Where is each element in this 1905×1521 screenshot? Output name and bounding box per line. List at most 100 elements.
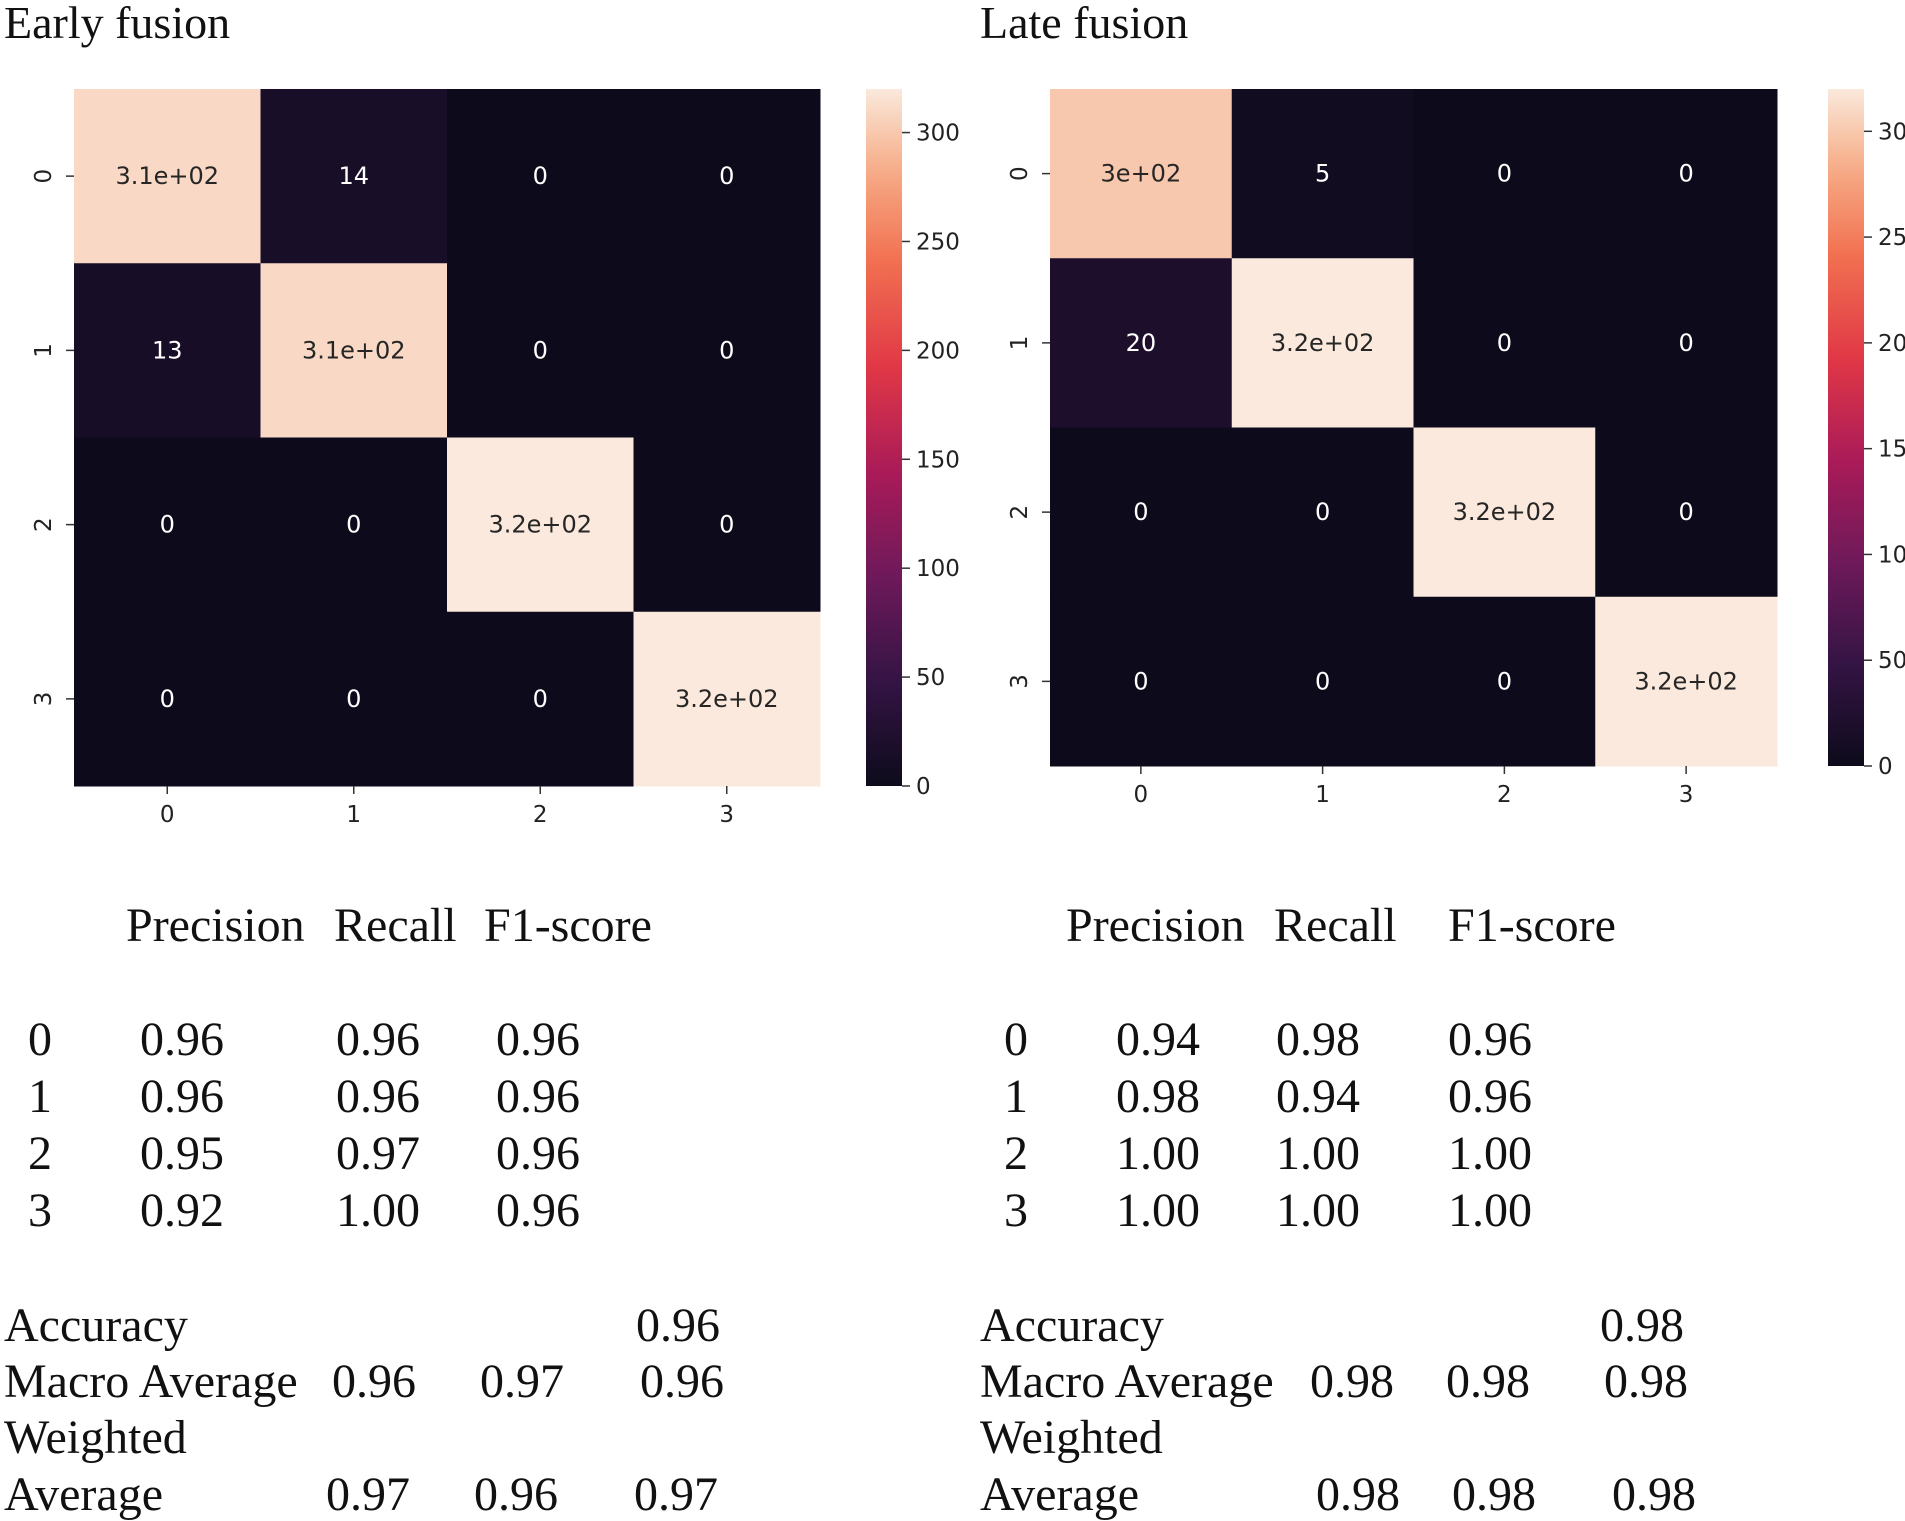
late-fusion-title: Late fusion: [980, 0, 1189, 48]
early-macro-value: 0.97: [480, 1355, 564, 1408]
late-colorbar-tick-label: 250: [1878, 225, 1905, 251]
late-colorbar-tick-label: 100: [1878, 542, 1905, 568]
late-row-value: 0.96: [1448, 1070, 1532, 1123]
early-row-value: 0.92: [140, 1184, 224, 1237]
late-cell-0-0: [1050, 89, 1233, 259]
early-cell-label-3-1: 0: [346, 685, 361, 713]
late-cell-label-2-1: 0: [1315, 498, 1330, 526]
late-row-label: 3: [1004, 1184, 1028, 1237]
early-row-label: 3: [28, 1184, 52, 1237]
early-macro-value: 0.96: [640, 1355, 724, 1408]
late-cell-label-0-2: 0: [1497, 160, 1512, 188]
early-cell-1-3: [633, 263, 821, 438]
late-weighted-value: 0.98: [1316, 1468, 1400, 1521]
late-row-value: 0.96: [1448, 1013, 1532, 1066]
early-cell-2-0: [74, 437, 261, 613]
late-row-value: 1.00: [1116, 1127, 1200, 1180]
late-cell-label-0-3: 0: [1678, 160, 1693, 188]
early-row-value: 0.96: [496, 1127, 580, 1180]
early-cell-label-1-0: 13: [152, 336, 183, 364]
early-cell-label-0-1: 14: [338, 162, 369, 190]
late-cell-label-3-0: 0: [1133, 667, 1148, 695]
late-macro-value: 0.98: [1310, 1355, 1394, 1408]
late-cell-1-3: [1595, 258, 1778, 428]
late-colorbar: [1828, 89, 1864, 766]
late-row-value: 0.94: [1276, 1070, 1360, 1123]
early-cell-1-1: [260, 263, 448, 438]
late-colorbar-tick-label: 50: [1878, 648, 1905, 674]
early-accuracy-value: 0.96: [636, 1299, 720, 1352]
early-y-tick-label: 0: [31, 169, 57, 184]
early-colorbar-tick-label: 100: [916, 556, 960, 582]
early-colorbar-tick-label: 200: [916, 338, 960, 364]
late-x-tick-label: 1: [1315, 782, 1330, 808]
early-cell-label-3-0: 0: [160, 685, 175, 713]
early-accuracy-label: Accuracy: [4, 1299, 188, 1352]
early-row-value: 0.97: [336, 1127, 420, 1180]
late-header-recall: Recall: [1274, 899, 1397, 952]
early-cell-1-0: [74, 263, 261, 438]
late-row-value: 1.00: [1276, 1184, 1360, 1237]
early-weighted-value: 0.97: [634, 1468, 718, 1521]
early-weighted-label: Average: [4, 1468, 163, 1521]
late-cell-1-2: [1413, 258, 1596, 428]
early-row-value: 0.96: [140, 1013, 224, 1066]
late-row-label: 1: [1004, 1070, 1028, 1123]
early-y-tick-label: 2: [31, 517, 57, 532]
early-row-label: 2: [28, 1127, 52, 1180]
early-cell-2-3: [633, 437, 821, 613]
late-cell-label-2-2: 3.2e+02: [1453, 498, 1557, 526]
early-cell-0-0: [74, 89, 261, 264]
late-cell-label-1-2: 0: [1497, 329, 1512, 357]
early-cell-label-2-3: 0: [719, 511, 734, 539]
late-cell-3-2: [1413, 596, 1596, 767]
early-row-value: 0.95: [140, 1127, 224, 1180]
early-cell-label-1-2: 0: [533, 336, 548, 364]
early-macro-value: 0.96: [332, 1355, 416, 1408]
late-cell-3-1: [1231, 596, 1414, 767]
late-row-value: 0.98: [1116, 1070, 1200, 1123]
early-colorbar-tick-label: 250: [916, 229, 960, 255]
early-colorbar: [866, 89, 902, 786]
late-colorbar-tick-label: 300: [1878, 119, 1905, 145]
early-cell-2-1: [260, 437, 448, 613]
late-weighted-value: 0.98: [1452, 1468, 1536, 1521]
late-macro-label: Macro Average: [980, 1355, 1274, 1408]
late-y-tick-label: 2: [1007, 505, 1033, 520]
late-row-value: 1.00: [1276, 1127, 1360, 1180]
late-cell-2-0: [1050, 427, 1233, 598]
early-header-f1: F1-score: [484, 899, 652, 952]
late-x-tick-label: 0: [1134, 782, 1149, 808]
late-cell-label-1-3: 0: [1678, 329, 1693, 357]
early-y-tick-label: 1: [31, 343, 57, 358]
early-row-value: 0.96: [140, 1070, 224, 1123]
late-cell-label-3-1: 0: [1315, 667, 1330, 695]
late-cell-2-1: [1231, 427, 1414, 598]
early-cell-label-1-1: 3.1e+02: [302, 336, 406, 364]
early-header-precision: Precision: [126, 899, 305, 952]
late-cell-3-0: [1050, 596, 1233, 767]
early-cell-3-2: [447, 611, 634, 787]
late-fusion-heatmap: 3e+02 5 0 020 3.2e+02 0 00 0 3.2e+02 00 0 0 3.2e+020…: [1007, 89, 1905, 808]
early-row-value: 0.96: [496, 1013, 580, 1066]
late-weighted-label: Weighted: [980, 1411, 1163, 1464]
early-cell-label-1-3: 0: [719, 336, 734, 364]
early-row-value: 1.00: [336, 1184, 420, 1237]
early-colorbar-tick-label: 50: [916, 665, 945, 691]
late-cell-label-1-1: 3.2e+02: [1271, 329, 1375, 357]
late-y-tick-label: 1: [1007, 336, 1033, 351]
late-row-value: 1.00: [1448, 1184, 1532, 1237]
late-accuracy-value: 0.98: [1600, 1299, 1684, 1352]
late-cell-1-1: [1231, 258, 1414, 428]
late-cell-label-2-3: 0: [1678, 498, 1693, 526]
late-accuracy-label: Accuracy: [980, 1299, 1164, 1352]
late-cell-label-2-0: 0: [1133, 498, 1148, 526]
early-cell-label-0-2: 0: [533, 162, 548, 190]
early-cell-3-0: [74, 611, 261, 787]
early-row-value: 0.96: [496, 1184, 580, 1237]
late-y-tick-label: 0: [1007, 166, 1033, 181]
early-weighted-value: 0.96: [474, 1468, 558, 1521]
late-cell-0-1: [1231, 89, 1414, 259]
early-macro-label: Macro Average: [4, 1355, 298, 1408]
late-cell-label-0-0: 3e+02: [1101, 160, 1182, 188]
